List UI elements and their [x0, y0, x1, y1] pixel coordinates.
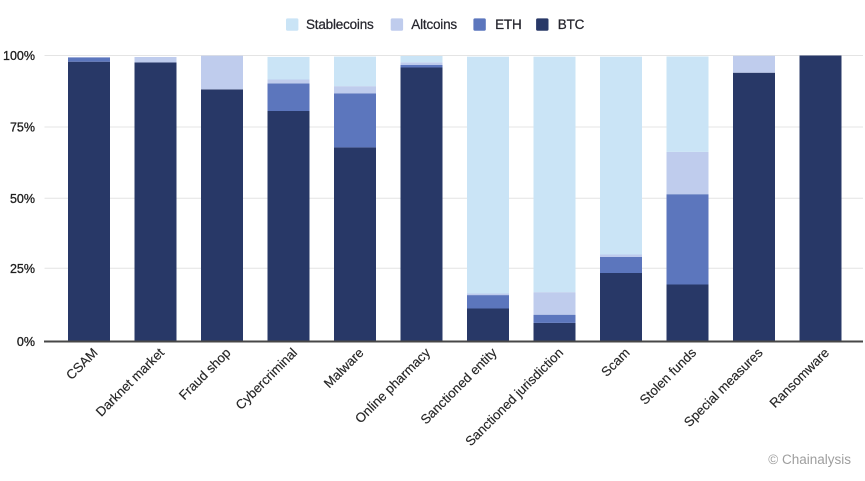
svg-text:Altcoins: Altcoins	[411, 17, 457, 32]
svg-text:0%: 0%	[17, 335, 35, 349]
svg-text:Stablecoins: Stablecoins	[306, 17, 374, 32]
svg-text:ETH: ETH	[495, 17, 521, 32]
svg-text:25%: 25%	[10, 262, 35, 276]
svg-text:© Chainalysis: © Chainalysis	[768, 452, 851, 467]
svg-text:75%: 75%	[10, 121, 35, 135]
svg-text:BTC: BTC	[558, 17, 585, 32]
svg-text:100%: 100%	[3, 49, 35, 63]
svg-text:50%: 50%	[10, 192, 35, 206]
